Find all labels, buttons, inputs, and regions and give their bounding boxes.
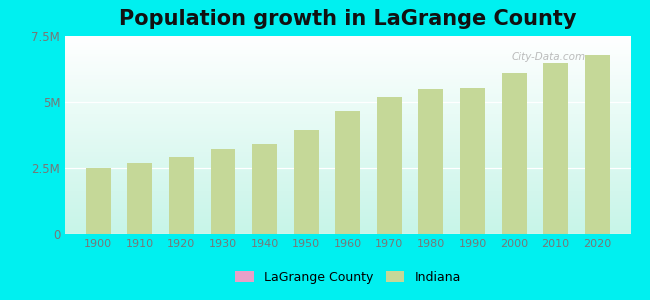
Bar (86, 168, 110, 234)
Bar (419, 89, 443, 234)
Bar (585, 55, 610, 234)
Legend: LaGrange County, Indiana: LaGrange County, Indiana (230, 266, 465, 289)
Bar (460, 88, 485, 234)
Bar (252, 143, 277, 234)
Bar (211, 148, 235, 234)
Bar (169, 157, 194, 234)
Bar (502, 74, 526, 234)
Bar (294, 130, 318, 234)
Bar (543, 63, 568, 234)
Bar (127, 163, 152, 234)
Bar (377, 97, 402, 234)
Bar (335, 111, 360, 234)
Text: City-Data.com: City-Data.com (512, 52, 586, 62)
Title: Population growth in LaGrange County: Population growth in LaGrange County (119, 9, 577, 29)
